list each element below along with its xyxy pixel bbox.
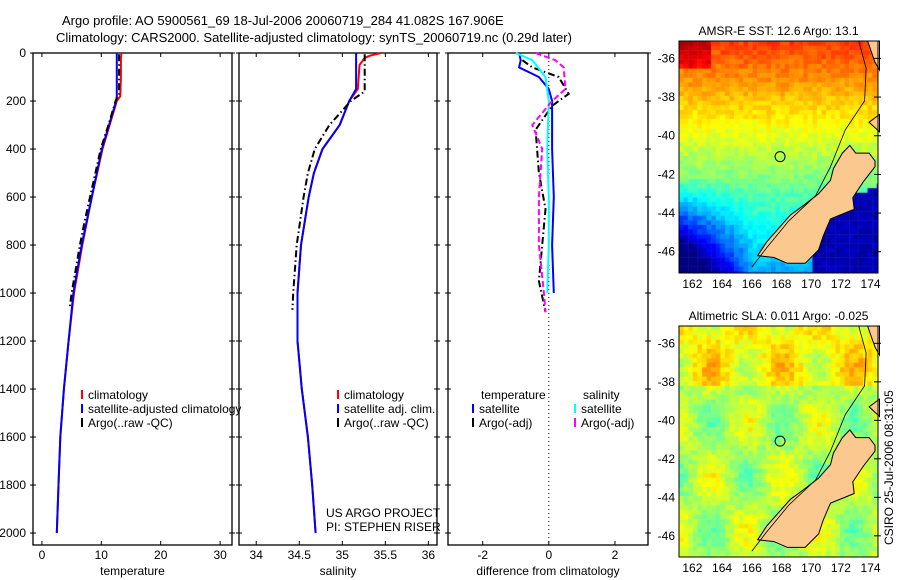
y-tick-label: -44 — [658, 206, 676, 220]
y-tick-label: 800 — [6, 238, 26, 252]
axes-frame — [238, 52, 438, 546]
x-tick-label: 2 — [612, 548, 619, 562]
x-tick-label: 0 — [39, 548, 46, 562]
series-line-satellite-adj-clim- — [296, 53, 358, 534]
x-tick-label: 36 — [422, 548, 436, 562]
y-tick-label: -46 — [658, 245, 676, 259]
x-tick-label: 20 — [154, 548, 168, 562]
float-position-marker — [774, 151, 786, 163]
x-tick-label: 168 — [771, 561, 791, 575]
legend-label: Argo(-adj) — [581, 416, 634, 430]
timestamp-stamp: CSIRO 25-Jul-2006 08:31:05 — [882, 390, 896, 545]
legend-label: Argo(..raw -QC) — [344, 416, 429, 430]
axes-frame — [32, 52, 233, 546]
series-line-temperature-argo-adj- — [521, 59, 571, 313]
y-tick-label: -42 — [658, 167, 676, 181]
legend-header-salinity: salinity — [583, 388, 620, 402]
legend-label: satellite — [581, 402, 622, 416]
x-tick-label: 170 — [801, 561, 821, 575]
legend-label: satellite — [479, 402, 520, 416]
y-tick-label: -36 — [658, 336, 676, 350]
y-tick-label: 1600 — [0, 430, 26, 444]
figure-title-line2: Climatology: CARS2000. Satellite-adjuste… — [56, 30, 572, 45]
y-tick-label: -40 — [658, 413, 676, 427]
legend-header-temperature: temperature — [481, 388, 546, 402]
map-frame — [678, 40, 879, 274]
x-tick-label: 10 — [95, 548, 109, 562]
x-axis-label: difference from climatology — [476, 564, 619, 578]
series-line-temperature-satellite — [517, 52, 555, 294]
x-tick-label: 172 — [831, 277, 851, 291]
x-tick-label: -2 — [477, 548, 488, 562]
x-tick-label: 166 — [742, 561, 762, 575]
y-tick-label: -38 — [658, 90, 676, 104]
series-line-argo-raw-qc- — [68, 54, 121, 308]
x-tick-label: 162 — [682, 561, 702, 575]
y-tick-label: -44 — [658, 490, 676, 504]
land-mass — [868, 113, 880, 134]
legend-label: satellite adj. clim. — [344, 402, 435, 416]
y-tick-label: -36 — [658, 51, 676, 65]
bathymetry-contour — [751, 40, 867, 268]
x-axis-label: temperature — [100, 564, 165, 578]
y-tick-label: -38 — [658, 375, 676, 389]
x-tick-label: 170 — [801, 277, 821, 291]
x-tick-label: 35.5 — [374, 548, 398, 562]
legend-label: Argo(-adj) — [479, 416, 532, 430]
y-tick-label: 2000 — [0, 526, 26, 540]
map-title: AMSR-E SST: 12.6 Argo: 13.1 — [698, 24, 858, 38]
land-mass — [756, 144, 876, 264]
x-tick-label: 174 — [861, 561, 881, 575]
axes-frame — [447, 52, 649, 546]
x-tick-label: 34.5 — [288, 548, 312, 562]
x-tick-label: 172 — [831, 561, 851, 575]
series-line-salinity-argo-adj- — [531, 52, 567, 313]
y-tick-label: -40 — [658, 129, 676, 143]
figure-title-line1: Argo profile: AO 5900561_69 18-Jul-2006 … — [62, 13, 504, 28]
float-position-marker — [774, 435, 786, 447]
y-tick-label: 1000 — [0, 286, 26, 300]
x-tick-label: 30 — [213, 548, 227, 562]
series-line-satellite-adjusted-climatology — [55, 53, 118, 534]
credit-pi: PI: STEPHEN RISER — [326, 520, 441, 534]
x-tick-label: 35 — [336, 548, 350, 562]
land-mass — [868, 398, 880, 418]
legend-label: climatology — [344, 388, 404, 402]
y-tick-label: 1200 — [0, 334, 26, 348]
bathymetry-contour — [751, 325, 867, 552]
y-tick-label: -46 — [658, 529, 676, 543]
x-tick-label: 166 — [742, 277, 762, 291]
x-tick-label: 164 — [712, 277, 732, 291]
x-tick-label: 174 — [861, 277, 881, 291]
map-title: Altimetric SLA: 0.011 Argo: -0.025 — [689, 309, 869, 323]
series-line-argo-raw-qc- — [291, 54, 366, 310]
y-tick-label: 1800 — [0, 478, 26, 492]
y-tick-label: 200 — [6, 94, 26, 108]
y-tick-label: 600 — [6, 190, 26, 204]
y-tick-label: 1400 — [0, 382, 26, 396]
land-mass — [756, 429, 876, 548]
x-tick-label: 0 — [545, 548, 552, 562]
x-axis-label: salinity — [320, 564, 357, 578]
series-line-climatology — [55, 52, 123, 534]
y-tick-label: 0 — [19, 46, 26, 60]
credit-project: US ARGO PROJECT — [326, 506, 441, 520]
x-tick-label: 162 — [682, 277, 702, 291]
map-frame — [678, 325, 879, 558]
x-tick-label: 34 — [250, 548, 264, 562]
x-tick-label: 164 — [712, 561, 732, 575]
series-line-salinity-satellite — [515, 52, 550, 294]
y-tick-label: -42 — [658, 452, 676, 466]
legend-label: satellite-adjusted climatology — [88, 402, 241, 416]
legend-label: climatology — [88, 388, 148, 402]
y-tick-label: 400 — [6, 142, 26, 156]
legend-label: Argo(..raw -QC) — [88, 416, 173, 430]
x-tick-label: 168 — [771, 277, 791, 291]
